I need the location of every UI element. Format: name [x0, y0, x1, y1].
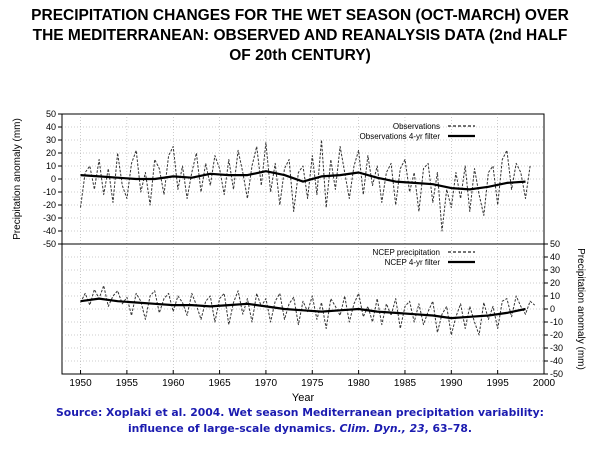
source-citation: Source: Xoplaki et al. 2004. Wet season … — [20, 405, 580, 437]
x-tick-label: 1970 — [255, 378, 278, 389]
x-axis-ticks: 1950 1955 1960 1965 1970 1975 1980 1985 1990 1995… — [69, 370, 556, 389]
ncep-y-tick-label: 40 — [550, 252, 560, 262]
slide-title: PRECIPITATION CHANGES FOR THE WET SEASON… — [10, 6, 590, 66]
ncep-y-tick-label: 0 — [550, 304, 555, 314]
legend-observations-filter-label: Observations 4-yr filter — [360, 132, 441, 141]
x-tick-label: 1990 — [440, 378, 463, 389]
observations-series-raw-line — [80, 139, 531, 232]
ncep-legend: NCEP precipitation NCEP 4-yr filter — [373, 248, 475, 267]
observations-series — [80, 139, 531, 232]
legend-observations-label: Observations — [393, 122, 440, 131]
x-tick-label: 1965 — [208, 378, 231, 389]
ncep-y-tick-label: -30 — [550, 343, 563, 353]
ncep-y-tick-label: -40 — [550, 356, 563, 366]
source-line-1: Source: Xoplaki et al. 2004. Wet season … — [56, 406, 544, 419]
ncep-y-tick-label: -50 — [550, 369, 563, 379]
observations-series-filter-line — [80, 170, 526, 191]
ncep-y-tick-label: 10 — [550, 291, 560, 301]
observations-y-tick-label: -40 — [43, 226, 56, 236]
observations-y-tick-label: 0 — [51, 174, 56, 184]
ncep-panel: 50 40 30 20 10 0 -10 -20 -30 -40 -50 Precipitation… — [61, 239, 586, 379]
x-tick-label: 1995 — [487, 378, 510, 389]
title-line-3: OF 20th CENTURY) — [229, 47, 371, 64]
x-tick-label: 1950 — [69, 378, 92, 389]
observations-legend: Observations Observations 4-yr filter — [360, 122, 475, 141]
ncep-y-axis-label: Precipitation anomaly (mm) — [575, 248, 586, 370]
ncep-y-tick-label: -10 — [550, 317, 563, 327]
x-tick-label: 1960 — [162, 378, 185, 389]
observations-y-tick-label: -50 — [43, 239, 56, 249]
title-line-2: THE MEDITERRANEAN: OBSERVED AND REANALYS… — [32, 27, 568, 44]
ncep-y-tick-label: 50 — [550, 239, 560, 249]
x-tick-label: 1975 — [301, 378, 324, 389]
observations-y-tick-label: 20 — [46, 148, 56, 158]
ncep-series-filter-line — [80, 297, 526, 320]
x-tick-label: 1955 — [116, 378, 139, 389]
x-axis-label: Year — [292, 392, 315, 404]
x-tick-label: 2000 — [533, 378, 556, 389]
observations-y-tick-label: 10 — [46, 161, 56, 171]
observations-y-tick-label: 40 — [46, 122, 56, 132]
ncep-grid — [62, 244, 544, 374]
ncep-series — [80, 285, 536, 336]
legend-ncep-label: NCEP precipitation — [373, 248, 440, 257]
x-tick-label: 1980 — [347, 378, 370, 389]
precipitation-chart: 50 40 30 20 10 0 -10 -20 -30 -40 -50 Precipitation… — [0, 104, 600, 404]
observations-y-tick-label: 50 — [46, 109, 56, 119]
ncep-y-tick-label: -20 — [550, 330, 563, 340]
source-journal: Clim. Dyn., 23 — [339, 422, 425, 435]
title-line-1: PRECIPITATION CHANGES FOR THE WET SEASON… — [31, 7, 569, 24]
observations-y-axis-label: Precipitation anomaly (mm) — [12, 118, 23, 240]
ncep-y-tick-label: 20 — [550, 278, 560, 288]
x-tick-label: 1985 — [394, 378, 417, 389]
observations-y-tick-label: 30 — [46, 135, 56, 145]
ncep-y-ticks: 50 40 30 20 10 0 -10 -20 -30 -40 -50 — [544, 239, 563, 379]
source-line-2-suffix: , 63–78. — [424, 422, 473, 435]
observations-y-tick-label: -20 — [43, 200, 56, 210]
observations-panel: 50 40 30 20 10 0 -10 -20 -30 -40 -50 Precipitation… — [12, 109, 545, 249]
observations-y-tick-label: -30 — [43, 213, 56, 223]
ncep-y-tick-label: 30 — [550, 265, 560, 275]
source-line-2-prefix: influence of large-scale dynamics. — [127, 422, 340, 435]
observations-y-tick-label: -10 — [43, 187, 56, 197]
observations-y-ticks: 50 40 30 20 10 0 -10 -20 -30 -40 -50 — [43, 109, 62, 249]
legend-ncep-filter-label: NCEP 4-yr filter — [385, 258, 441, 267]
source-line-2: influence of large-scale dynamics. Clim.… — [20, 421, 580, 437]
